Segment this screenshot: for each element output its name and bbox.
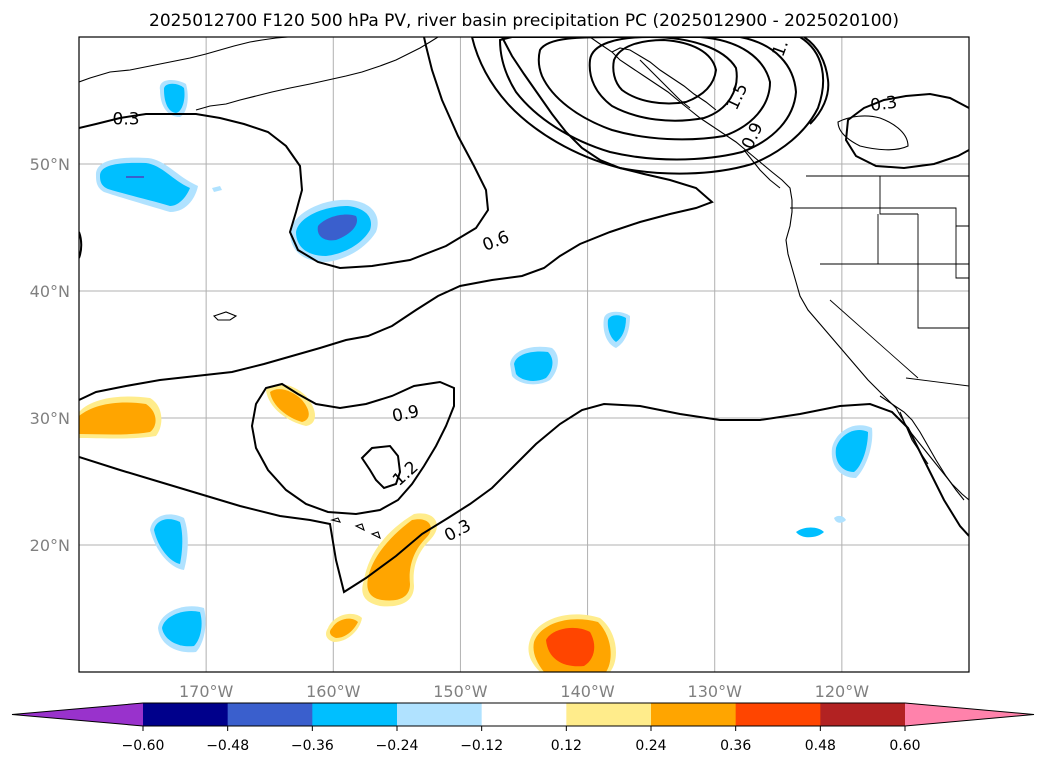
negative-anomaly-cell [510, 346, 558, 385]
lon-label: 140°W [560, 682, 615, 701]
colorbar-tick-label: 0.24 [635, 738, 666, 754]
colorbar-segment [651, 703, 737, 726]
lat-label: 30°N [30, 409, 70, 428]
colorbar-tick-label: −0.60 [122, 738, 165, 754]
colorbar-segment [481, 703, 567, 726]
pv-contour-1.0 [803, 37, 830, 125]
alaska-coastline [79, 37, 289, 83]
colorbar-segment [227, 703, 313, 726]
map-frame [78, 36, 970, 673]
political-borders [790, 175, 969, 387]
negative-anomaly-cell [158, 606, 206, 653]
positive-anomaly-cell [528, 614, 616, 672]
colorbar-tick-label: −0.36 [291, 738, 334, 754]
latitude-labels: 50°N 40°N 30°N 20°N [30, 155, 70, 555]
colorbar-segment [397, 703, 483, 726]
colorbar-segment [312, 703, 398, 726]
pv-contour-1.5 [470, 37, 825, 175]
colorbar-tick-label: −0.12 [460, 738, 503, 754]
colorbar-extend-low [12, 703, 143, 726]
lon-label: 160°W [306, 682, 361, 701]
negative-anomaly-cell [603, 311, 630, 348]
lat-label: 50°N [30, 155, 70, 174]
negative-anomaly-cell [212, 186, 222, 192]
lat-label: 20°N [30, 536, 70, 555]
positive-anomaly-cell [79, 396, 162, 439]
colorbar-extend-high [905, 703, 1034, 726]
negative-anomaly-cell [150, 514, 188, 570]
positive-anomaly-cell [326, 613, 362, 642]
pv-contour-0.3-ne [844, 92, 969, 170]
pv-contour-high-inner1 [612, 38, 718, 105]
colorbar-tick-label: 0.12 [551, 738, 582, 754]
positive-anomaly-cell [266, 384, 315, 426]
negative-anomaly-cell [290, 199, 378, 262]
colorbar-tick-label: −0.24 [376, 738, 419, 754]
lon-label: 150°W [433, 682, 488, 701]
precip-anomaly-fills [79, 80, 873, 672]
figure-title: 2025012700 F120 500 hPa PV, river basin … [149, 11, 899, 31]
pv-contour-labels: 0.30.60.91.20.30.31.50.91. [113, 37, 899, 546]
lon-label: 170°W [179, 682, 234, 701]
pv-contour-label: 1. [769, 37, 793, 59]
pv-contour-0.6 [79, 402, 969, 594]
colorbar-tick-label: 0.36 [720, 738, 751, 754]
map-panel: 0.30.60.91.20.30.31.50.91. [78, 36, 970, 673]
negative-anomaly-cell [831, 425, 873, 478]
negative-anomaly-cell [159, 80, 188, 117]
graticule [79, 37, 969, 672]
colorbar: −0.60 −0.48 −0.36 −0.24 −0.12 0.12 0.24 0.36 0.4… [11, 702, 1035, 754]
colorbar-tick-label: −0.48 [206, 738, 249, 754]
lon-label: 130°W [688, 682, 743, 701]
negative-anomaly-cell [95, 157, 198, 212]
longitude-labels: 170°W 160°W 150°W 140°W 130°W 120°W [179, 682, 869, 701]
pv-contour-1.2 [360, 444, 402, 490]
pv-contours [79, 37, 969, 594]
colorbar-segment [143, 703, 229, 726]
negative-anomaly-cell [796, 527, 824, 538]
colorbar-tick-label: 0.60 [889, 738, 920, 754]
pv-contour-0.3-north [79, 37, 490, 270]
lat-label: 40°N [30, 282, 70, 301]
pv-contour-label: 0.3 [869, 93, 899, 117]
pv-contour-0.6-upper [79, 37, 714, 401]
colorbar-tick-label: 0.48 [805, 738, 836, 754]
pv-contour-high-inner4 [498, 37, 798, 161]
pv-contour-left-edge [79, 231, 83, 259]
colorbar-segment [566, 703, 652, 726]
colorbar-segment [820, 703, 906, 726]
pv-contour-0.9 [250, 380, 455, 516]
negative-anomaly-cell [834, 515, 846, 523]
pv-contour-label: 0.3 [113, 110, 140, 130]
lon-label: 120°W [815, 682, 870, 701]
colorbar-segment [735, 703, 821, 726]
